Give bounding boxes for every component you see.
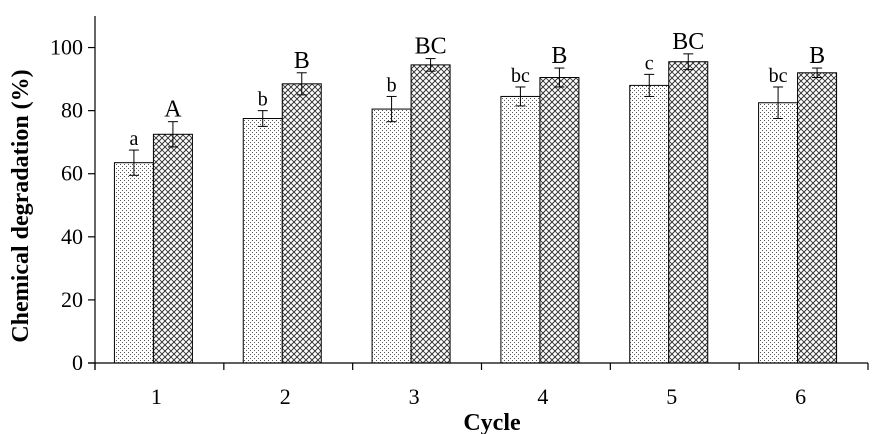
x-tick-label: 6 bbox=[795, 384, 806, 409]
group-label: bc bbox=[511, 65, 530, 87]
group-label: B bbox=[809, 43, 825, 69]
bar-s2-c4 bbox=[539, 77, 580, 364]
bar-s1-c5 bbox=[629, 84, 670, 364]
group-label: a bbox=[129, 128, 138, 150]
y-tick-label: 80 bbox=[61, 98, 83, 123]
y-tick-label: 40 bbox=[61, 224, 83, 249]
bar-s2-c1 bbox=[152, 133, 193, 364]
group-label: c bbox=[645, 52, 654, 74]
group-label: B bbox=[551, 43, 567, 69]
x-tick-label: 3 bbox=[409, 384, 420, 409]
y-tick-label: 100 bbox=[50, 35, 83, 60]
bar-s1-c6 bbox=[758, 102, 799, 364]
y-axis-title: Chemical degradation (%) bbox=[8, 69, 34, 342]
y-tick-label: 20 bbox=[61, 287, 83, 312]
group-label: b bbox=[258, 89, 268, 111]
bar-s2-c2 bbox=[281, 83, 322, 364]
y-tick-label: 0 bbox=[72, 350, 83, 375]
group-label: b bbox=[387, 74, 397, 96]
bar-s2-c3 bbox=[410, 64, 451, 364]
y-axis-label: Chemical degradation (%) bbox=[8, 69, 34, 342]
group-label: B bbox=[294, 48, 310, 74]
bar-s1-c2 bbox=[242, 118, 283, 364]
bar-s1-c3 bbox=[371, 108, 412, 364]
group-label: BC bbox=[415, 34, 447, 60]
bar-s1-c4 bbox=[500, 95, 541, 364]
x-axis-title: Cycle bbox=[463, 410, 521, 434]
x-tick-label: 1 bbox=[151, 384, 162, 409]
bar-s1-c1 bbox=[113, 162, 154, 364]
group-label: A bbox=[164, 97, 182, 123]
x-tick-label: 4 bbox=[537, 384, 548, 409]
group-label: BC bbox=[672, 29, 704, 55]
x-tick-label: 5 bbox=[666, 384, 677, 409]
bar-s2-c6 bbox=[797, 72, 838, 364]
x-tick-label: 2 bbox=[280, 384, 291, 409]
y-tick-label: 60 bbox=[61, 161, 83, 186]
group-label: bc bbox=[769, 65, 788, 87]
plot-area: a b b bc c bc A B BC B BC B 0 20 40 60 80 100 1 2 3 4 5 6 bbox=[50, 16, 869, 409]
bar-s2-c5 bbox=[668, 61, 709, 364]
